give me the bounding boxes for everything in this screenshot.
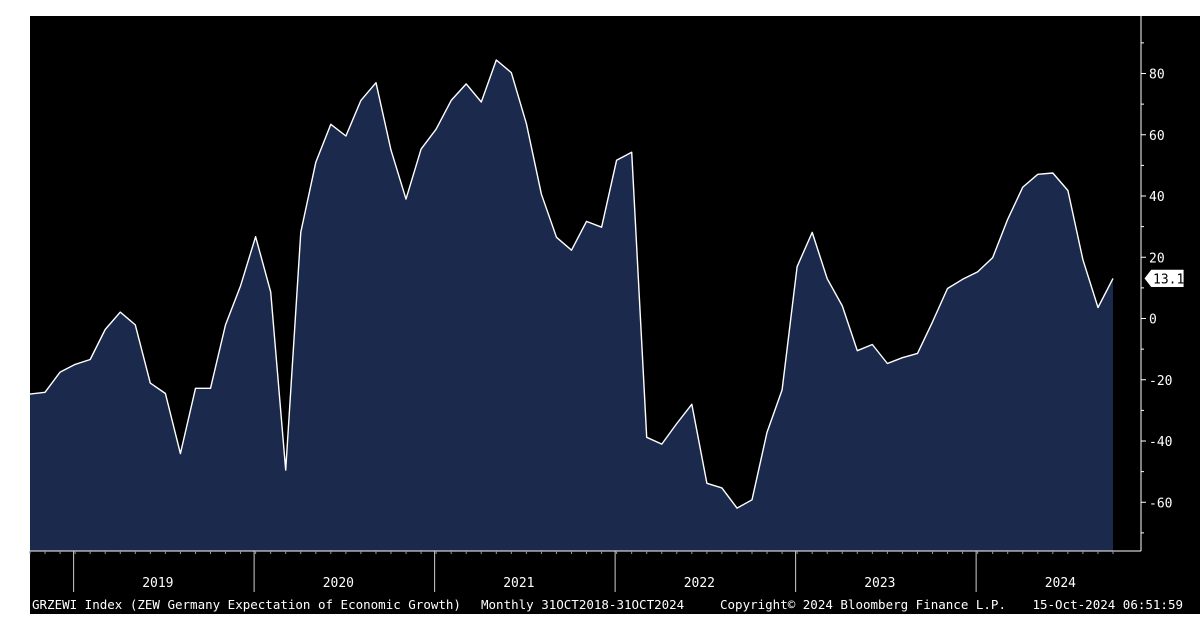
last-value-label: 13.1 — [1153, 272, 1184, 287]
series-area — [30, 60, 1113, 551]
footer: GRZEWI Index (ZEW Germany Expectation of… — [32, 597, 1183, 612]
footer-copyright: Copyright© 2024 Bloomberg Finance L.P. — [720, 597, 1006, 612]
y-axis: 80 60 40 20 0 -20 -40 -60 13.1 — [1140, 16, 1185, 551]
footer-timestamp: 15-Oct-2024 06:51:59 — [1032, 597, 1183, 612]
y-tick-label: 20 — [1149, 251, 1165, 266]
x-year-label: 2022 — [684, 576, 715, 591]
y-tick-label: 60 — [1149, 129, 1165, 144]
x-year-label: 2021 — [503, 576, 534, 591]
plot-area — [29, 59, 1114, 551]
footer-range: Monthly 31OCT2018-31OCT2024 — [481, 597, 684, 612]
x-year-label: 2023 — [864, 576, 895, 591]
y-tick-label: 80 — [1149, 68, 1165, 83]
footer-ticker: GRZEWI Index (ZEW Germany Expectation of… — [32, 597, 461, 612]
y-tick-label: -40 — [1149, 435, 1172, 450]
x-axis: 2019 2020 2021 2022 2023 2024 — [29, 550, 1141, 592]
y-tick-label: -20 — [1149, 374, 1172, 389]
x-year-label: 2019 — [142, 576, 173, 591]
y-tick-label: 0 — [1149, 313, 1157, 328]
y-tick-label: 40 — [1149, 190, 1165, 205]
x-year-label: 2024 — [1045, 576, 1076, 591]
x-year-label: 2020 — [323, 576, 354, 591]
series-line — [29, 59, 1114, 509]
y-tick-label: -60 — [1149, 496, 1172, 511]
last-value-badge — [1143, 268, 1185, 288]
